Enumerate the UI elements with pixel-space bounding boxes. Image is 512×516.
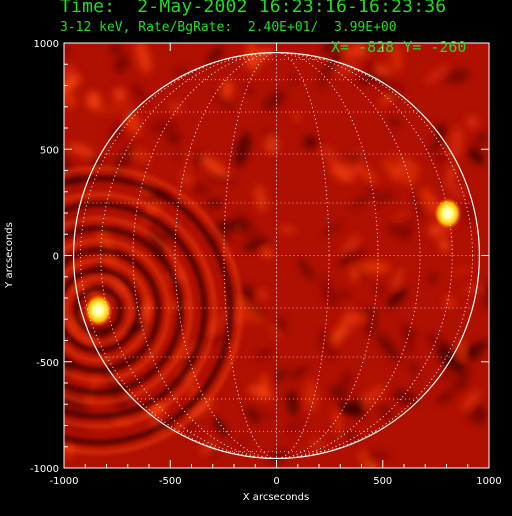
- energy-band: 3-12 keV,: [60, 20, 130, 35]
- x-tick-label: 1000: [476, 476, 501, 487]
- observation-time: Time: 2-May-2002 16:23:16-16:23:36: [60, 0, 446, 17]
- flare-source: [434, 198, 461, 229]
- x-axis-label: X arcseconds: [243, 492, 309, 503]
- x-tick-label: -1000: [49, 476, 78, 487]
- cursor-y-label: Y=: [403, 38, 421, 56]
- observation-date: 2-May-2002: [137, 0, 247, 17]
- x-tick-label: 500: [373, 476, 392, 487]
- bg-rate-value: 3.99E+00: [334, 20, 397, 35]
- cursor-x-label: X=: [331, 38, 349, 56]
- flare-source: [84, 294, 112, 326]
- energy-rate-line: 3-12 keV, Rate/BgRate: 2.40E+01/ 3.99E+0…: [60, 20, 397, 35]
- cursor-x-value: -828: [358, 38, 394, 56]
- y-tick-label: 1000: [34, 39, 59, 50]
- y-tick-label: -500: [36, 358, 59, 369]
- texture-blob: [109, 44, 122, 54]
- rate-label: Rate/BgRate:: [138, 20, 232, 35]
- cursor-y-value: -260: [430, 38, 466, 56]
- time-range: 16:23:16-16:23:36: [259, 0, 447, 17]
- y-tick-label: 500: [40, 145, 59, 156]
- rate-value: 2.40E+01/: [248, 20, 318, 35]
- y-tick-label: -1000: [30, 464, 59, 475]
- y-axis-label: Y arcseconds: [4, 222, 15, 289]
- cursor-coordinates: X= -828 Y= -260: [331, 38, 466, 56]
- y-tick-label: 0: [53, 252, 59, 263]
- time-label: Time:: [60, 0, 115, 17]
- x-tick-label: -500: [159, 476, 182, 487]
- x-tick-label: 0: [273, 476, 279, 487]
